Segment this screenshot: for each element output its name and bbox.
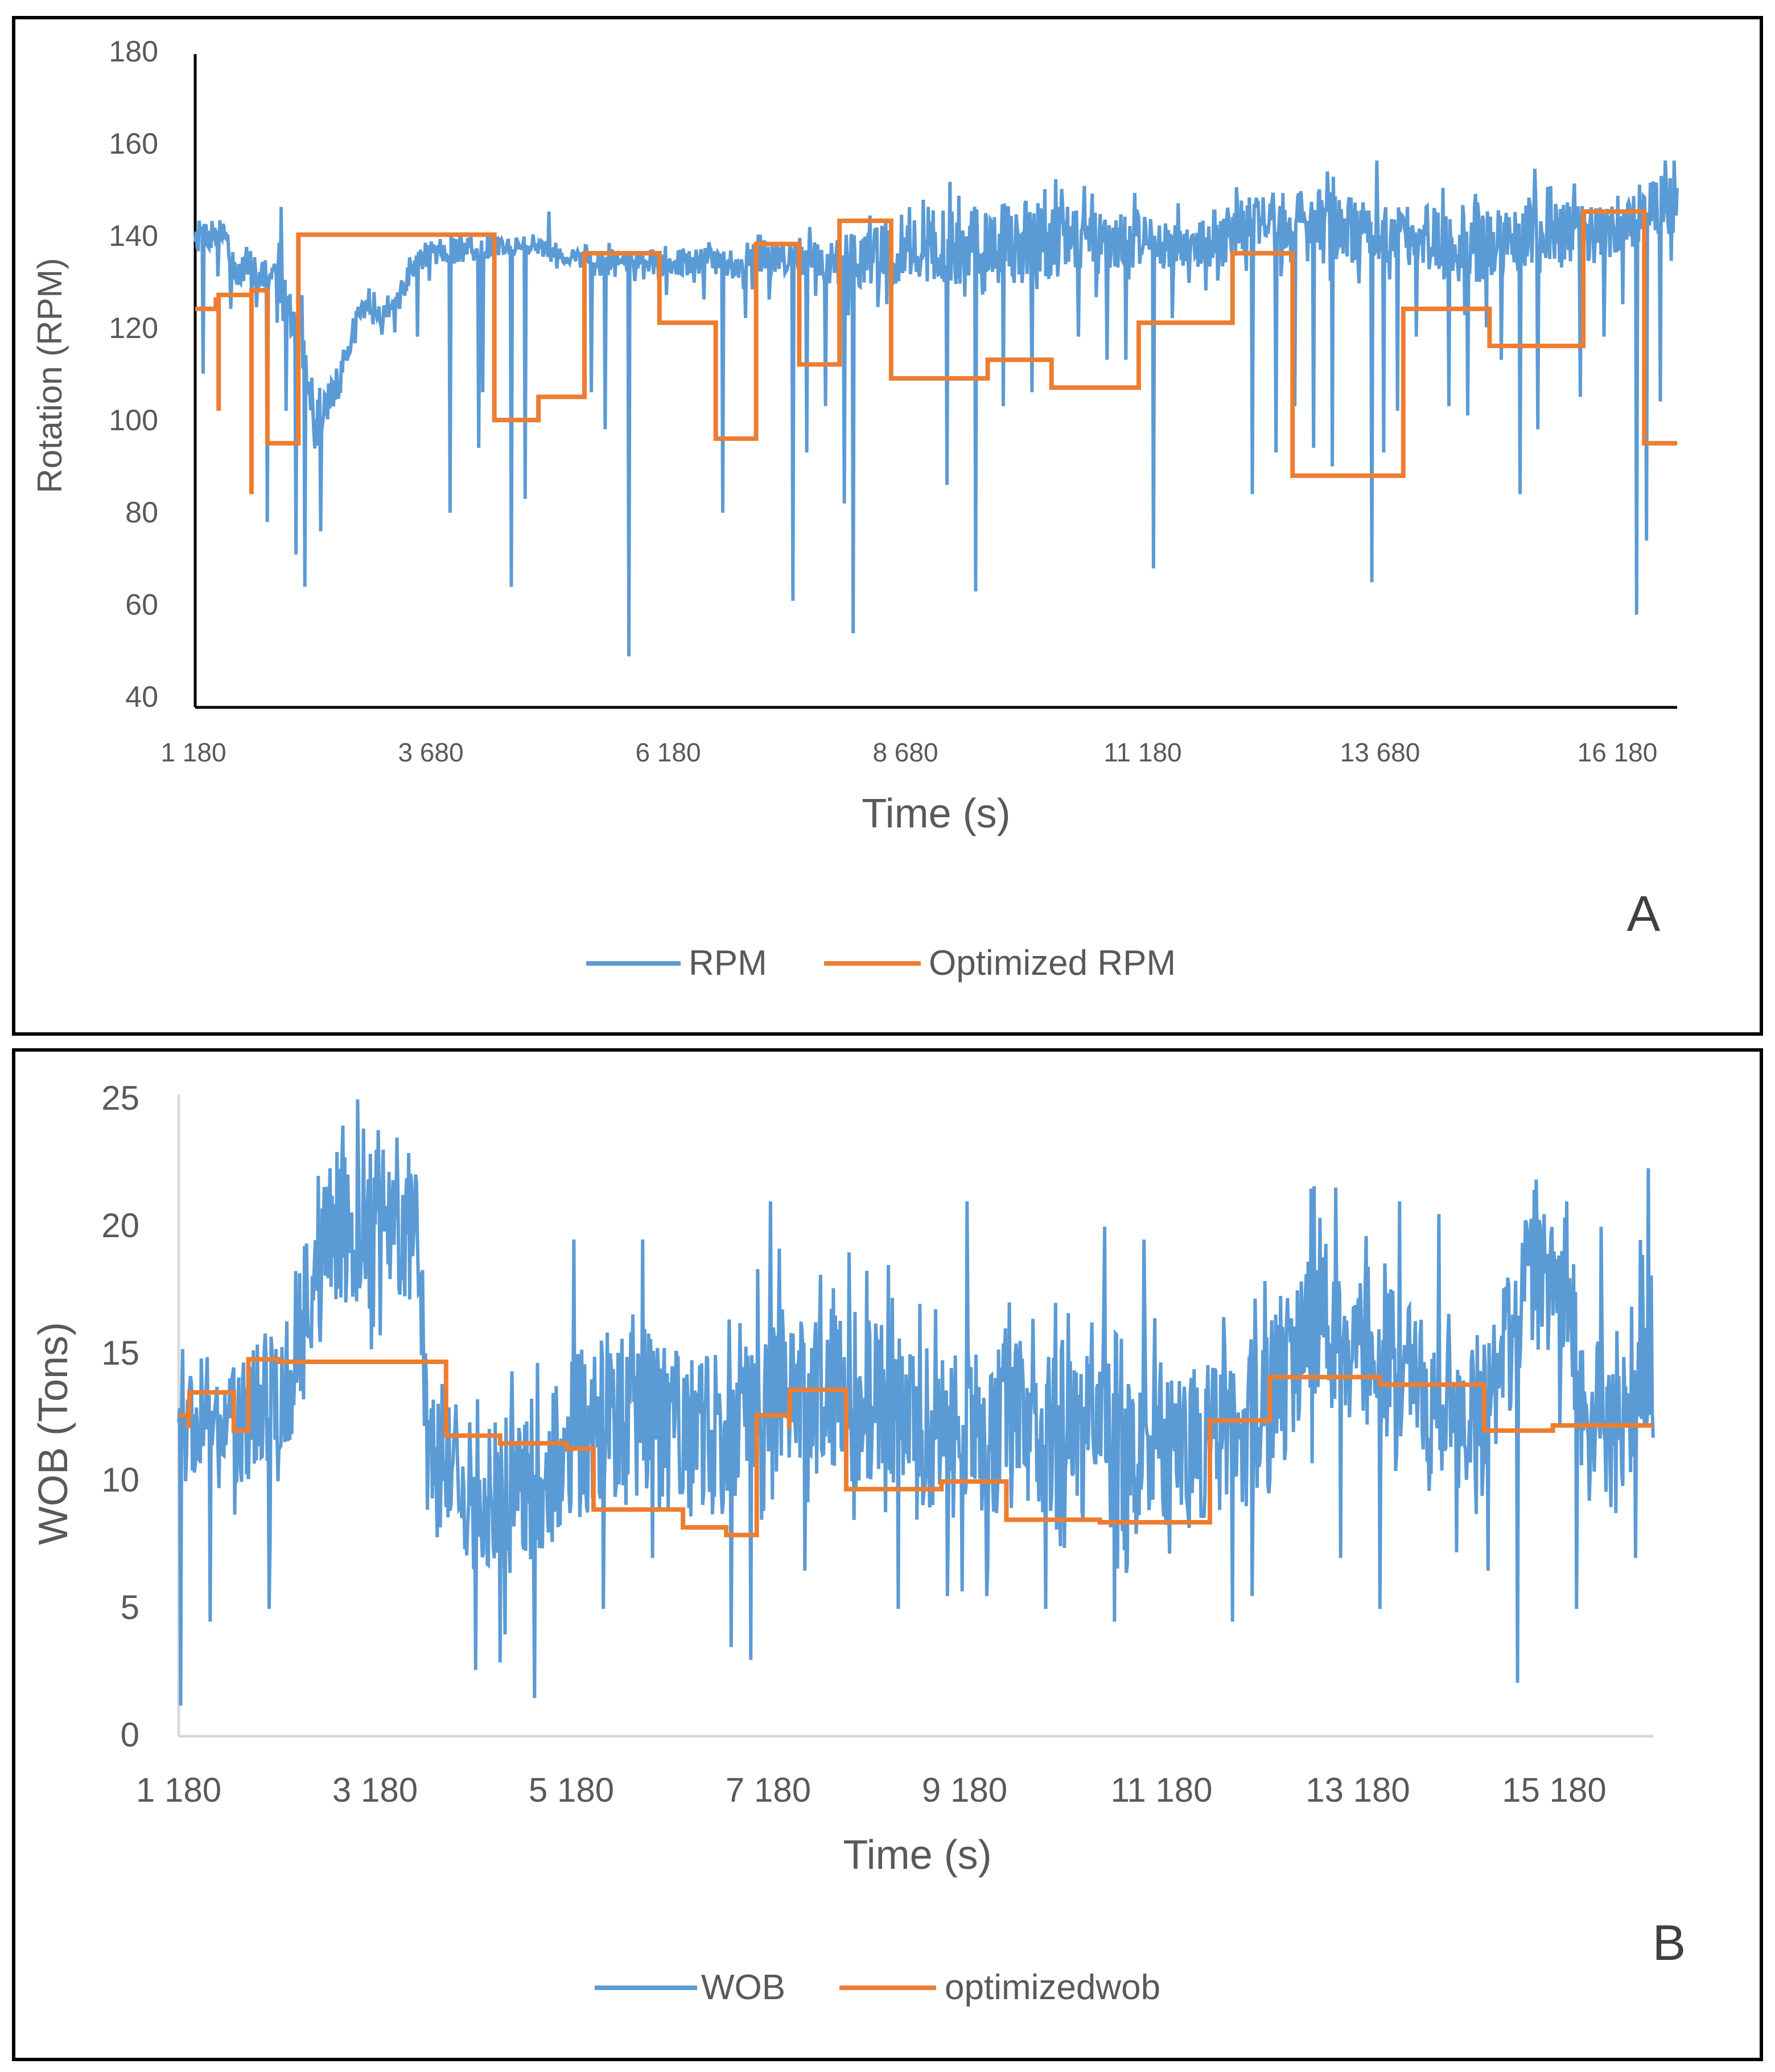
panel-b-x-tick-label: 13 180 [1305,1771,1410,1809]
series-line-rpm [193,160,1679,657]
panel-a-y-tick-label: 100 [109,404,158,437]
panel-a-label: A [1627,885,1661,942]
panel-a-y-tick-label: 40 [125,681,158,714]
panel-a-x-axis-title: Time (s) [862,791,1010,837]
panel-a-x-tick-label: 13 680 [1340,738,1420,767]
panel-a-y-tick-label: 80 [125,496,158,529]
panel-b-frame [12,1048,1763,2061]
panel-a-x-tick-label: 8 680 [872,738,938,767]
panel-b-y-tick-label: 15 [101,1334,139,1372]
panel-b-label: B [1653,1914,1686,1971]
panel-a-y-tick-label: 160 [109,127,158,160]
panel-a-y-tick-label: 120 [109,312,158,345]
legend-label-optimizedwob: optimizedwob [945,1968,1160,2007]
panel-b-x-tick-label: 15 180 [1502,1771,1607,1809]
panel-b-x-tick-label: 7 180 [726,1771,811,1809]
panel-b-x-tick-label: 5 180 [529,1771,614,1809]
panel-b-x-axis-title: Time (s) [843,1832,991,1878]
panel-b-y-tick-label: 20 [101,1206,139,1245]
panel-b-plot-area [177,1095,1655,1738]
legend-label-rpm: RPM [689,944,767,983]
series-line-optimized-rpm [195,209,1677,495]
panel-a-x-tick-label: 1 180 [160,738,226,767]
panel-a-y-tick-label: 60 [125,588,158,621]
panel-b-x-tick-labels: 1 180 3 180 5 180 7 180 9 180 11 180 13 … [136,1771,1607,1809]
panel-a-x-tick-label: 11 180 [1103,738,1181,767]
panel-b-x-tick-label: 11 180 [1110,1771,1212,1809]
panel-b-y-tick-labels: 0 5 10 15 20 25 [101,1079,139,1754]
panel-b-x-tick-label: 3 180 [332,1771,418,1809]
panel-a-x-tick-label: 6 180 [635,738,701,767]
panel-b: 0 5 10 15 20 25 1 180 3 180 5 180 7 180 … [12,1048,1763,2061]
panel-b-y-tick-label: 0 [121,1716,139,1754]
panel-a-frame [12,16,1763,1036]
panel-b-y-tick-label: 10 [101,1461,139,1499]
panel-a: 40 60 80 100 120 140 160 180 1 180 3 680… [12,16,1763,1036]
panel-a-y-axis-title: Rotation (RPM) [31,258,69,493]
panel-b-y-axis-title: WOB (Tons) [31,1322,76,1545]
legend-label-wob: WOB [701,1968,785,2007]
panel-b-legend: WOB optimizedwob [595,1968,1160,2007]
panel-a-plot-area [193,54,1679,709]
panel-a-x-tick-label: 3 680 [398,738,463,767]
panel-b-y-tick-label: 25 [101,1079,139,1117]
panel-a-legend: RPM Optimized RPM [586,944,1176,983]
panel-a-x-tick-labels: 1 180 3 680 6 180 8 680 11 180 13 680 16… [160,738,1657,767]
panel-a-y-tick-labels: 40 60 80 100 120 140 160 180 [109,35,158,714]
series-line-wob [177,1099,1655,1706]
panel-b-x-tick-label: 1 180 [136,1771,221,1809]
panel-a-x-tick-label: 16 180 [1578,738,1658,767]
series-line-optimizedwob [179,1357,1653,1538]
legend-label-optimized-rpm: Optimized RPM [929,944,1176,983]
panel-a-y-tick-label: 140 [109,220,158,253]
panel-a-y-tick-label: 180 [109,35,158,68]
panel-b-x-tick-label: 9 180 [922,1771,1007,1809]
panel-b-y-tick-label: 5 [121,1588,139,1626]
